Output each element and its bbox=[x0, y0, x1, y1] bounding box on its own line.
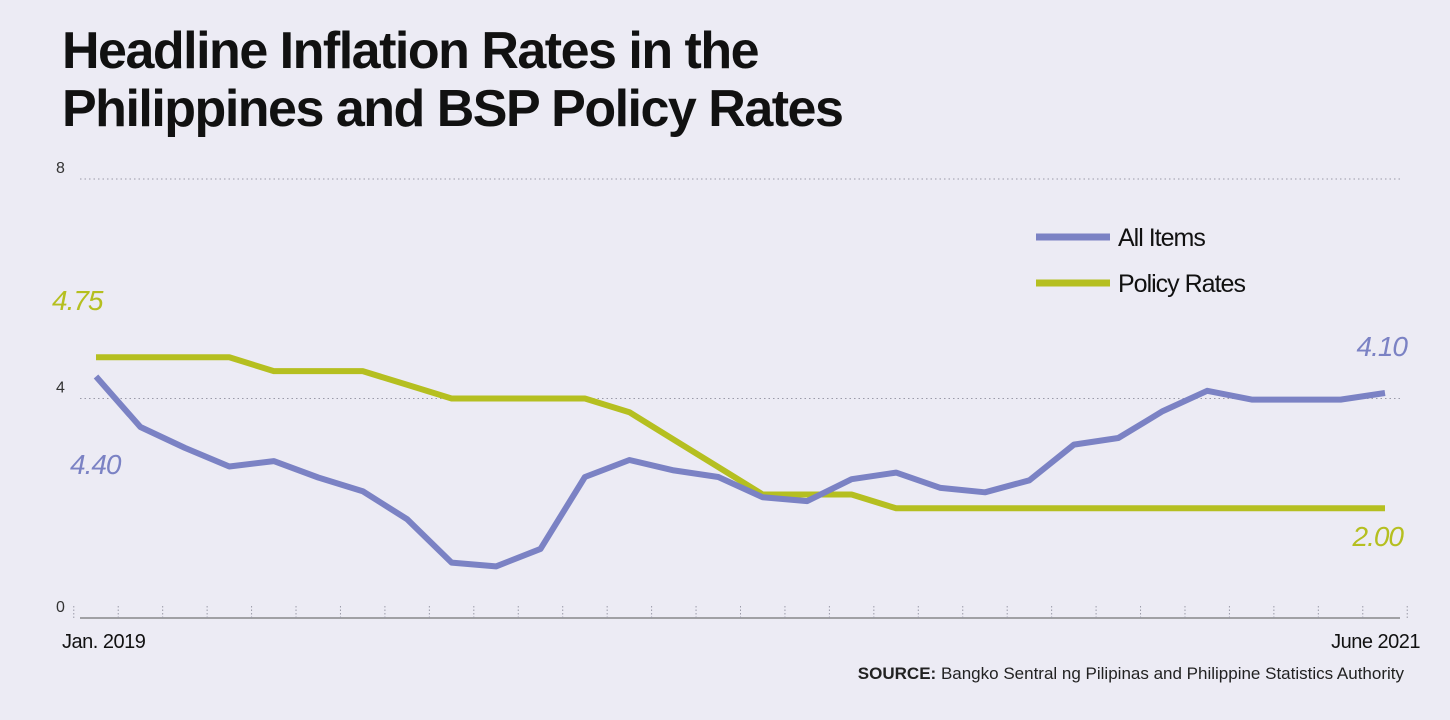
series-line-policy-rates bbox=[96, 354, 1385, 512]
chart-title: Headline Inflation Rates in the Philippi… bbox=[62, 22, 844, 138]
x-label-end: June 2021 bbox=[1331, 631, 1420, 653]
label-policy-end: 2.00 bbox=[1352, 521, 1405, 552]
series-lines bbox=[93, 354, 1386, 570]
source-label: SOURCE: bbox=[857, 664, 937, 683]
series-line-all-items bbox=[93, 374, 1386, 570]
source-text: Bangko Sentral ng Pilipinas and Philippi… bbox=[940, 664, 1404, 683]
y-tick-8: 8 bbox=[56, 160, 65, 177]
title-line-2: Philippines and BSP Policy Rates bbox=[62, 80, 844, 138]
label-all-items-start: 4.40 bbox=[70, 449, 122, 480]
label-all-items-end: 4.10 bbox=[1357, 331, 1409, 362]
legend-label-all-items: All Items bbox=[1118, 224, 1205, 252]
label-policy-start: 4.75 bbox=[52, 285, 104, 316]
y-tick-0: 0 bbox=[56, 599, 65, 616]
data-labels: 4.40 4.10 4.75 2.00 bbox=[52, 285, 1409, 552]
y-tick-labels: 0 4 8 bbox=[56, 160, 65, 616]
legend-label-policy-rates: Policy Rates bbox=[1118, 270, 1245, 298]
x-axis: Jan. 2019 June 2021 bbox=[62, 606, 1421, 653]
source-note: SOURCE: Bangko Sentral ng Pilipinas and … bbox=[858, 664, 1404, 684]
x-label-start: Jan. 2019 bbox=[62, 631, 146, 653]
y-tick-4: 4 bbox=[56, 380, 65, 397]
title-line-1: Headline Inflation Rates in the bbox=[62, 22, 760, 80]
legend: All Items Policy Rates bbox=[1036, 224, 1246, 298]
